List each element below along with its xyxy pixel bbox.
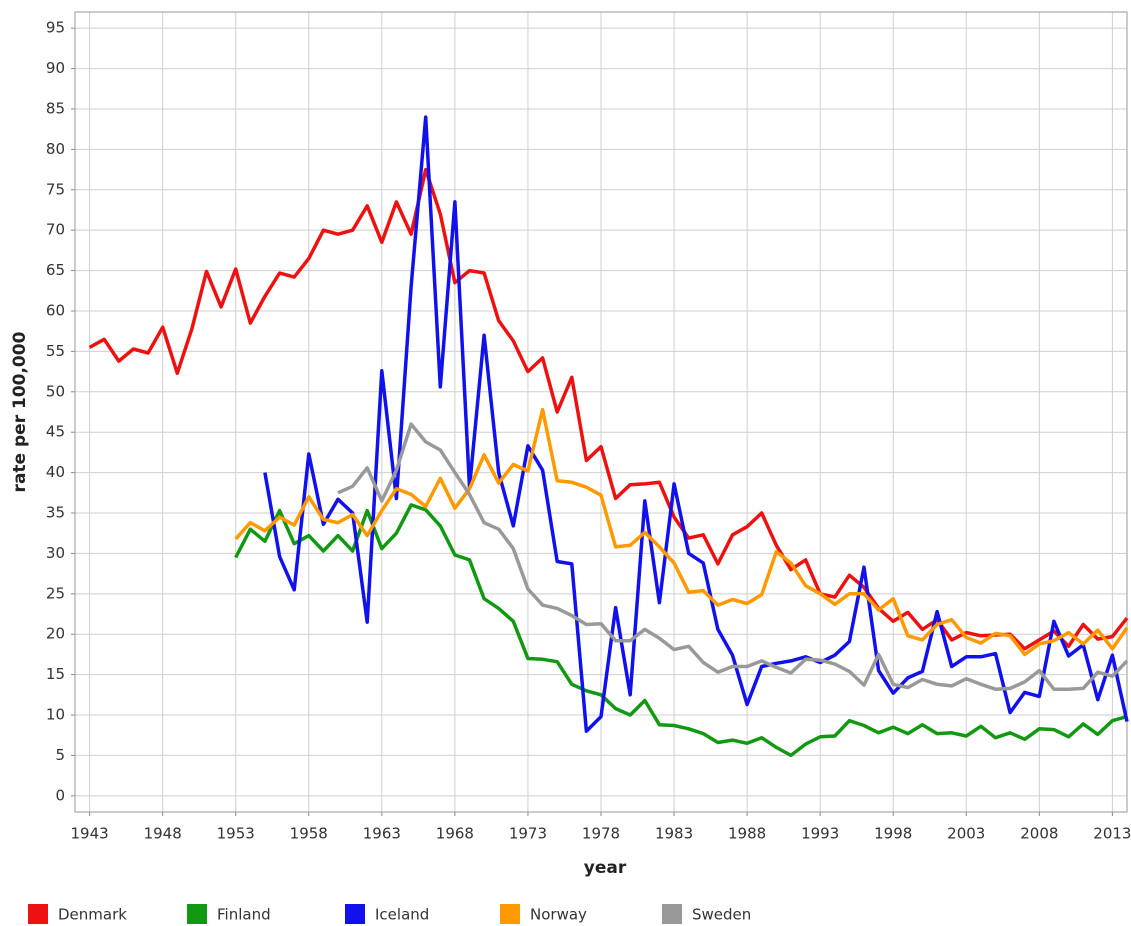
x-tick-label: 1998: [874, 825, 912, 843]
legend-swatch: [28, 904, 48, 924]
legend-label: Finland: [217, 906, 271, 924]
y-tick-label: 90: [46, 59, 65, 77]
legend-swatch: [662, 904, 682, 924]
x-tick-label: 1948: [144, 825, 182, 843]
x-tick-label: 1983: [655, 825, 693, 843]
series-line: [88, 167, 1129, 651]
x-tick-label: 2008: [1020, 825, 1058, 843]
x-tick-label: 1988: [728, 825, 766, 843]
legend-label: Sweden: [692, 906, 751, 924]
x-tick-label: 2013: [1093, 825, 1131, 843]
y-tick-label: 85: [46, 99, 65, 117]
series-line: [234, 407, 1129, 657]
x-tick-label: 1958: [290, 825, 328, 843]
series-line: [263, 115, 1129, 733]
y-tick-label: 80: [46, 140, 65, 158]
x-tick-label: 1968: [436, 825, 474, 843]
legend-label: Denmark: [58, 906, 127, 924]
y-tick-label: 95: [46, 19, 65, 37]
y-tick-label: 25: [46, 584, 65, 602]
y-tick-label: 65: [46, 261, 65, 279]
x-tick-label: 1943: [71, 825, 109, 843]
x-tick-label: 1953: [217, 825, 255, 843]
legend-label: Iceland: [375, 906, 429, 924]
x-tick-label: 1963: [363, 825, 401, 843]
y-tick-label: 45: [46, 423, 65, 441]
legend-swatch: [500, 904, 520, 924]
y-axis-title: rate per 100,000: [10, 331, 30, 492]
y-tick-label: 70: [46, 221, 65, 239]
x-axis-title: year: [584, 858, 627, 878]
legend-swatch: [187, 904, 207, 924]
y-tick-label: 55: [46, 342, 65, 360]
x-tick-label: 1973: [509, 825, 547, 843]
x-tick-label: 2003: [947, 825, 985, 843]
y-tick-label: 5: [55, 746, 65, 764]
series-line: [337, 422, 1129, 691]
series-line: [234, 503, 1128, 758]
y-tick-label: 35: [46, 504, 65, 522]
y-tick-label: 20: [46, 625, 65, 643]
y-tick-label: 30: [46, 544, 65, 562]
legend-swatch: [345, 904, 365, 924]
y-tick-label: 75: [46, 180, 65, 198]
y-tick-label: 0: [55, 786, 65, 804]
y-tick-label: 15: [46, 665, 65, 683]
y-tick-label: 60: [46, 301, 65, 319]
y-tick-label: 40: [46, 463, 65, 481]
plot-border: [74, 11, 1128, 813]
legend-label: Norway: [530, 906, 587, 924]
x-tick-label: 1993: [801, 825, 839, 843]
y-tick-label: 50: [46, 382, 65, 400]
x-tick-label: 1978: [582, 825, 620, 843]
y-tick-label: 10: [46, 706, 65, 724]
